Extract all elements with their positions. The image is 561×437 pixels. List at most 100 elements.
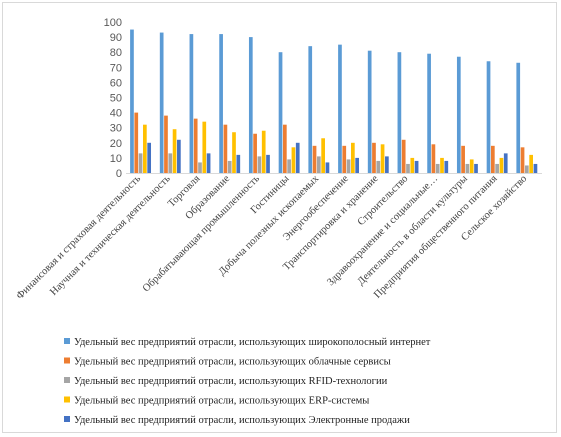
- bar: [253, 133, 257, 173]
- bars: [130, 29, 538, 174]
- bar: [248, 37, 253, 173]
- bar: [291, 147, 296, 173]
- legend-label: Удельный вес предприятий отрасли, исполь…: [74, 357, 391, 368]
- bar: [202, 121, 207, 173]
- bar: [444, 160, 449, 173]
- legend-label: Удельный вес предприятий отрасли, исполь…: [74, 376, 388, 387]
- bar: [414, 160, 419, 173]
- y-tick-label: 70: [110, 62, 122, 74]
- y-tick-label: 80: [110, 47, 122, 59]
- bar: [486, 61, 491, 174]
- bar: [495, 163, 499, 173]
- bar: [461, 145, 465, 173]
- bar: [516, 62, 521, 173]
- legend-swatch: [64, 338, 70, 344]
- y-tick-label: 10: [110, 153, 122, 165]
- bar: [325, 162, 330, 173]
- y-tick-label: 90: [110, 32, 122, 44]
- y-tick-label: 60: [110, 77, 122, 89]
- bar: [261, 130, 266, 173]
- legend-item: Удельный вес предприятий отрасли, исполь…: [64, 376, 388, 387]
- bar: [312, 145, 317, 173]
- legend-label: Удельный вес предприятий отрасли, исполь…: [74, 337, 431, 348]
- bar: [227, 160, 232, 173]
- legend-swatch: [64, 377, 70, 383]
- bar: [159, 32, 164, 173]
- legend-item: Удельный вес предприятий отрасли, исполь…: [64, 415, 410, 426]
- bar: [431, 144, 436, 173]
- y-tick-label: 50: [110, 93, 122, 105]
- bar: [278, 52, 283, 174]
- bar: [138, 153, 143, 173]
- bar: [342, 145, 347, 173]
- y-tick-label: 30: [110, 123, 122, 135]
- bar: [533, 163, 538, 173]
- bar: [189, 34, 194, 173]
- y-tick-label: 100: [104, 17, 122, 29]
- legend-swatch: [64, 396, 70, 403]
- bar: [474, 163, 478, 173]
- bar: [308, 46, 313, 173]
- legend-swatch: [64, 357, 70, 364]
- bar: [376, 160, 381, 173]
- bar: [469, 159, 474, 173]
- y-axis: 0 10 20 30 40 50 60 70 80 90 100: [104, 17, 542, 180]
- bar: [316, 156, 321, 173]
- bar: [355, 157, 360, 173]
- legend-item: Удельный вес предприятий отрасли, исполь…: [64, 337, 431, 348]
- legend-item: Удельный вес предприятий отрасли, исполь…: [64, 357, 391, 368]
- bar: [385, 156, 389, 173]
- bar: [406, 163, 410, 173]
- bar: [198, 162, 202, 173]
- bar: [456, 56, 461, 174]
- bar: [257, 156, 262, 173]
- legend-label: Удельный вес предприятий отрасли, исполь…: [74, 415, 410, 426]
- bar: [164, 115, 168, 173]
- y-tick-label: 20: [110, 138, 122, 150]
- bar: [206, 153, 211, 173]
- bar: [143, 124, 147, 173]
- bar: [410, 157, 415, 173]
- bar: [266, 154, 270, 173]
- bar: [287, 159, 291, 173]
- bar: [435, 163, 440, 173]
- bar: [193, 118, 198, 173]
- bar: [223, 124, 228, 173]
- bar: [367, 50, 372, 173]
- legend-label: Удельный вес предприятий отрасли, исполь…: [74, 396, 369, 407]
- bar: [520, 147, 525, 173]
- bar: [232, 132, 236, 173]
- bar: [338, 44, 342, 174]
- bar: [499, 157, 504, 173]
- x-axis-labels: Финансовая и страховая деятельностьНаучн…: [15, 173, 530, 302]
- bar: [427, 53, 431, 173]
- legend-item: Удельный вес предприятий отрасли, исполь…: [64, 396, 369, 407]
- bar: [236, 154, 241, 173]
- bar: [465, 163, 470, 173]
- bar: [219, 34, 223, 173]
- bar: [524, 165, 529, 173]
- bar: [440, 157, 444, 173]
- x-tick-label: Здравоохранение и социальные…: [325, 173, 440, 288]
- bar: [134, 112, 139, 173]
- bar: [490, 145, 495, 173]
- bar: [130, 29, 134, 173]
- bar: [351, 142, 355, 173]
- x-tick-label: Финансовая и страховая деятельность: [15, 173, 143, 301]
- bar: [321, 138, 325, 173]
- legend: Удельный вес предприятий отрасли, исполь…: [64, 337, 431, 426]
- bar: [295, 142, 300, 173]
- bar: [346, 159, 351, 173]
- legend-swatch: [64, 416, 70, 422]
- bar: [401, 139, 406, 173]
- bar: [282, 124, 287, 173]
- bar: [529, 154, 533, 173]
- bar: [147, 142, 152, 173]
- bar: [172, 129, 177, 173]
- bar: [168, 153, 173, 173]
- bar: [177, 139, 181, 173]
- bar: [380, 144, 385, 173]
- y-tick-label: 40: [110, 108, 122, 120]
- x-tick-label: Деятельность в области культуры: [356, 173, 470, 287]
